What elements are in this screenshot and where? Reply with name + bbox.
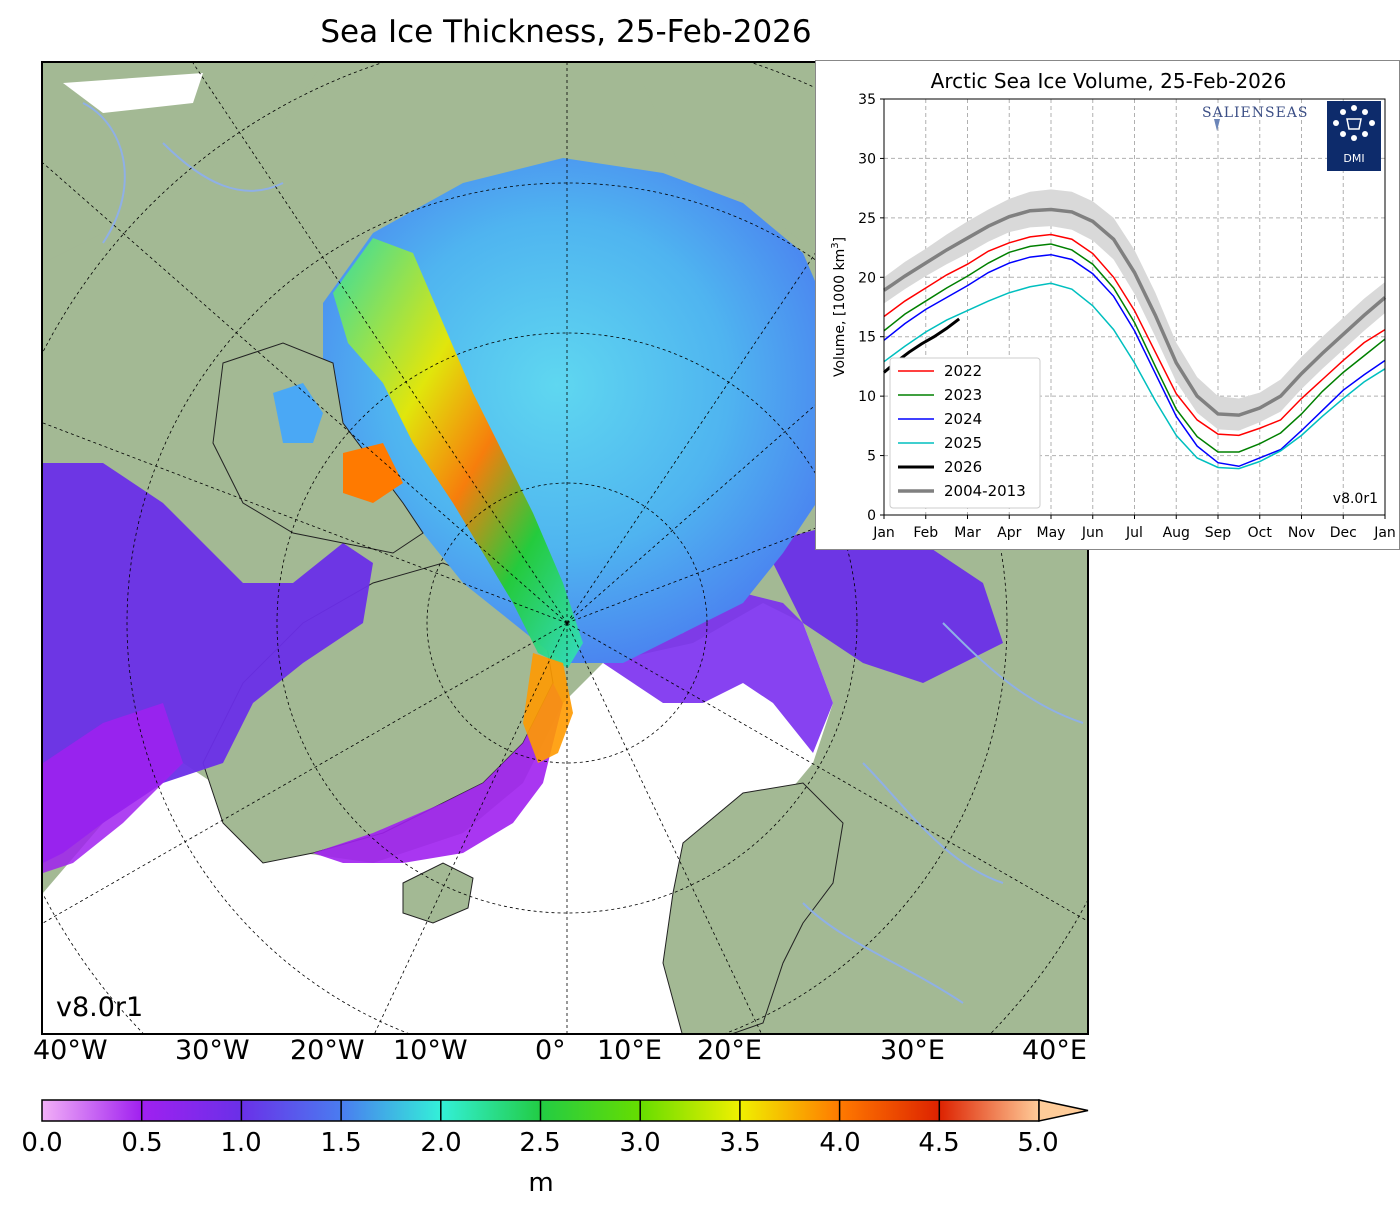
dmi-logo-text: DMI (1343, 152, 1364, 165)
series-line-2024 (883, 253, 1386, 468)
inset-chart-title: Arctic Sea Ice Volume, 25-Feb-2026 (930, 69, 1287, 93)
inset-version-label: v8.0r1 (1333, 491, 1378, 507)
graticule (43, 63, 1087, 1033)
salienseas-logo-mark (1214, 119, 1220, 131)
x-tick-label: Jul (1125, 525, 1143, 541)
colorbar-tick-label: 3.0 (619, 1128, 661, 1158)
barents-sea-ice (603, 593, 833, 753)
thick-ice-band (333, 238, 583, 668)
series-line-2025 (883, 282, 1386, 470)
lon-label-40w: 40°W (33, 1035, 108, 1066)
lon-label-30w: 30°W (175, 1035, 250, 1066)
x-tick-label: Jun (1081, 525, 1104, 541)
inset-y-axis-label-main: Volume, [1000 km (832, 249, 848, 377)
colorbar-extend-arrow (1038, 1099, 1089, 1122)
fram-strait-ice (523, 653, 573, 763)
salienseas-logo-text: SALIENSEAS (1202, 105, 1309, 121)
lon-label-10e: 10°E (597, 1035, 662, 1066)
inset-series-layer (883, 207, 1387, 470)
salienseas-logo: SALIENSEAS (1202, 105, 1309, 131)
east-greenland-ice (313, 683, 563, 863)
x-tick-label: Aug (1163, 525, 1190, 541)
inset-y-ticks: 0 5 10 15 20 25 30 35 (858, 92, 884, 524)
colorbar-tick-label: 5.0 (1017, 1128, 1059, 1158)
lon-label-40e: 40°E (1022, 1035, 1087, 1066)
x-tick-label: Oct (1248, 525, 1273, 541)
inset-y-axis-label-end: ] (832, 237, 848, 242)
colorbar (41, 1099, 1089, 1122)
inset-y-axis-label: Volume, [1000 km3] (830, 237, 848, 377)
colorbar-unit: m (528, 1168, 554, 1198)
x-tick-label: Apr (997, 525, 1021, 541)
x-tick-label: Sep (1205, 525, 1232, 541)
bering-open-water (63, 73, 203, 113)
colorbar-tick-label: 1.0 (220, 1128, 262, 1158)
crown-icon (1346, 118, 1362, 130)
y-tick-label: 25 (858, 211, 876, 227)
archipelago-thick-ice (343, 443, 403, 503)
y-tick-label: 20 (858, 270, 876, 286)
lon-label-10w: 10°W (393, 1035, 468, 1066)
y-tick-label: 10 (858, 389, 876, 405)
labrador-sea-ice (43, 703, 183, 873)
kara-sea-ice (763, 523, 1003, 683)
x-tick-label: Dec (1330, 525, 1357, 541)
map-title: Sea Ice Thickness, 25-Feb-2026 (320, 14, 812, 50)
x-tick-label: Jan (1373, 525, 1396, 541)
open-water-atlantic (43, 603, 833, 1033)
colorbar-tick-label: 3.5 (719, 1128, 761, 1158)
y-tick-label: 30 (858, 151, 876, 167)
dmi-logo: DMI (1327, 101, 1381, 171)
series-line-2023 (883, 243, 1386, 453)
colorbar-tick-label: 2.0 (420, 1128, 462, 1158)
legend-label: 2023 (944, 386, 982, 404)
y-tick-label: 35 (858, 92, 876, 108)
inset-legend: 2022 2023 2024 2025 2026 2004-2013 (889, 357, 1041, 509)
colorbar-tick-label: 2.5 (519, 1128, 561, 1158)
colorbar-tick-label: 0.5 (121, 1128, 163, 1158)
series-line-2004-2013 (883, 207, 1387, 417)
volume-inset-chart: Arctic Sea Ice Volume, 25-Feb-2026 0 5 10 1… (815, 60, 1400, 550)
legend-label: 2022 (944, 362, 982, 380)
iceland (402, 862, 474, 924)
colorbar-tick-label: 1.5 (320, 1128, 362, 1158)
legend-label: 2004-2013 (944, 482, 1026, 500)
lon-label-0: 0° (535, 1035, 566, 1066)
inset-y-axis-label-sup: 3 (830, 242, 841, 248)
x-tick-label: May (1037, 525, 1066, 541)
series-line-2022 (883, 233, 1386, 437)
y-tick-label: 5 (867, 449, 876, 465)
map-version-label: v8.0r1 (56, 992, 144, 1023)
x-tick-label: Feb (913, 525, 938, 541)
colorbar-tick-label: 4.5 (918, 1128, 960, 1158)
y-tick-label: 15 (858, 330, 876, 346)
y-tick-label: 0 (867, 508, 876, 524)
archipelago-channel-ice (273, 383, 323, 443)
colorbar-tick-label: 0.0 (21, 1128, 63, 1158)
colorbar-tick-marks (140, 1100, 941, 1121)
legend-label: 2026 (944, 458, 982, 476)
legend-label: 2025 (944, 434, 982, 452)
lon-label-30e: 30°E (880, 1035, 945, 1066)
siberia (643, 63, 843, 243)
central-arctic-ice (323, 158, 843, 663)
x-tick-label: Jan (872, 525, 895, 541)
lon-label-20w: 20°W (290, 1035, 365, 1066)
colorbar-tick-label: 4.0 (819, 1128, 861, 1158)
x-tick-label: Mar (954, 525, 981, 541)
alaska (43, 63, 323, 263)
legend-label: 2024 (944, 410, 982, 428)
x-tick-label: Nov (1288, 525, 1315, 541)
inset-x-ticks: Jan Feb Mar Apr May Jun Jul Aug Sep Oct Nov Dec Jan (872, 515, 1396, 541)
scandinavia (662, 782, 844, 1033)
map-canvas (43, 63, 1087, 1033)
lon-label-20e: 20°E (697, 1035, 762, 1066)
